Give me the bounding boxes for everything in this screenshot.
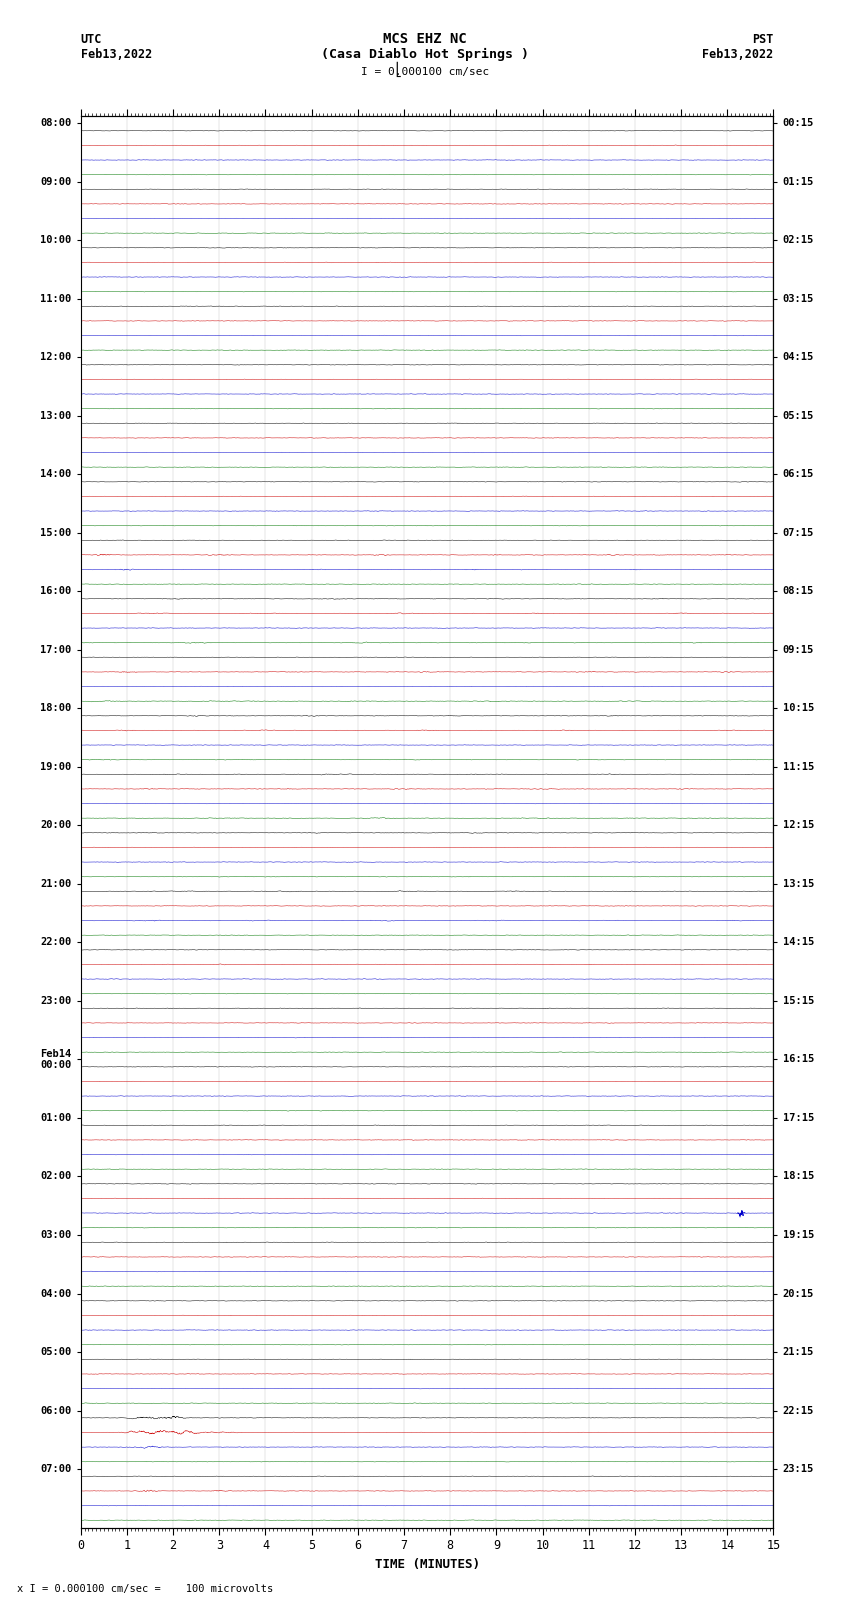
X-axis label: TIME (MINUTES): TIME (MINUTES) bbox=[375, 1558, 479, 1571]
Text: I = 0.000100 cm/sec: I = 0.000100 cm/sec bbox=[361, 68, 489, 77]
Text: ⎣: ⎣ bbox=[394, 63, 401, 77]
Text: PST: PST bbox=[752, 32, 774, 45]
Text: MCS EHZ NC: MCS EHZ NC bbox=[383, 32, 467, 45]
Text: Feb13,2022: Feb13,2022 bbox=[81, 48, 152, 61]
Text: x I = 0.000100 cm/sec =    100 microvolts: x I = 0.000100 cm/sec = 100 microvolts bbox=[17, 1584, 273, 1594]
Text: UTC: UTC bbox=[81, 32, 102, 45]
Text: (Casa Diablo Hot Springs ): (Casa Diablo Hot Springs ) bbox=[321, 48, 529, 61]
Text: Feb13,2022: Feb13,2022 bbox=[702, 48, 774, 61]
